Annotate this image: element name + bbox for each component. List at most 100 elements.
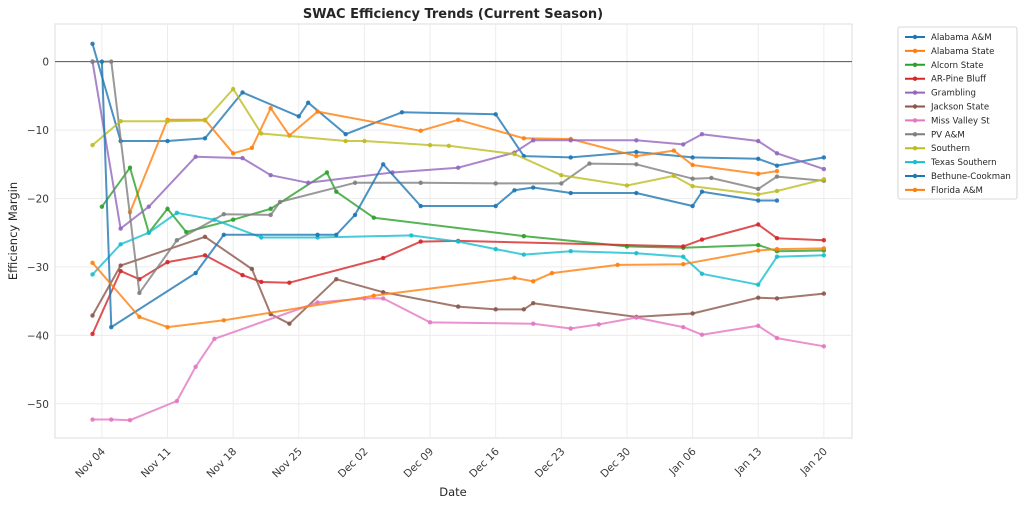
data-point (418, 203, 423, 209)
data-point (774, 163, 780, 168)
series-florida-a-m (90, 246, 827, 330)
y-tick-label: −30 (27, 262, 49, 274)
data-point (165, 118, 170, 124)
data-point (521, 233, 527, 239)
data-point (774, 168, 780, 174)
legend-item: Alcorn State (905, 61, 984, 71)
legend-item: Jackson State (905, 103, 989, 113)
data-point (259, 131, 264, 136)
data-point (756, 198, 761, 203)
data-point (756, 171, 761, 177)
data-point (409, 233, 414, 238)
data-point (774, 335, 780, 341)
data-point (418, 180, 423, 185)
data-point (240, 155, 245, 161)
data-point (634, 315, 639, 320)
data-point (305, 180, 311, 185)
data-point (240, 90, 245, 95)
data-point (756, 248, 761, 253)
data-point (90, 272, 95, 277)
legend-marker (912, 132, 918, 137)
data-point (821, 253, 827, 258)
data-point (90, 417, 95, 422)
data-point (821, 177, 827, 182)
data-point (380, 296, 386, 301)
data-point (380, 162, 386, 167)
data-point (455, 239, 461, 244)
data-point (90, 41, 95, 47)
data-point (774, 296, 780, 301)
chart-title: SWAC Efficiency Trends (Current Season) (303, 7, 603, 22)
data-point (418, 128, 423, 133)
series-line (91, 223, 824, 335)
data-point (690, 162, 695, 168)
series-line (91, 211, 824, 286)
legend-label: Bethune-Cookman (931, 172, 1011, 182)
data-point (756, 295, 761, 300)
data-point (249, 145, 255, 151)
data-point (118, 263, 123, 268)
series-group (90, 41, 827, 423)
series-line (92, 60, 824, 294)
data-point (268, 206, 273, 211)
series-alcorn-state (99, 165, 827, 254)
data-point (99, 59, 105, 64)
data-point (277, 199, 283, 205)
data-point (230, 151, 236, 156)
data-point (230, 86, 236, 92)
series-southern (90, 86, 827, 197)
legend-item: Florida A&M (905, 186, 983, 196)
data-point (249, 266, 255, 272)
data-point (681, 261, 686, 267)
data-point (418, 239, 423, 244)
data-point (212, 217, 217, 222)
data-point (493, 181, 498, 186)
data-point (137, 314, 142, 320)
data-point (690, 183, 695, 189)
data-point (690, 203, 695, 209)
data-point (380, 290, 386, 295)
data-point (634, 149, 639, 155)
data-point (202, 136, 208, 141)
series-line (91, 61, 825, 230)
legend-marker (912, 90, 918, 95)
legend-marker (912, 76, 918, 81)
data-point (296, 114, 301, 119)
legend: Alabama A&M Alabama State Alcorn State AR-P… (897, 26, 1018, 200)
data-point (109, 417, 114, 422)
data-point (699, 237, 705, 242)
data-point (193, 154, 198, 159)
legend-marker (912, 159, 918, 165)
data-point (821, 166, 827, 172)
data-point (362, 138, 367, 144)
data-point (671, 173, 677, 179)
data-point (531, 300, 536, 306)
legend-marker (912, 48, 918, 54)
data-point (118, 118, 123, 124)
y-tick-label: −40 (27, 330, 49, 342)
data-point (212, 336, 217, 341)
data-point (493, 246, 498, 252)
series-texas-southern (90, 210, 827, 287)
data-point (568, 138, 573, 143)
data-point (259, 235, 264, 240)
legend-marker (912, 62, 918, 67)
data-point (202, 253, 208, 258)
legend-marker (912, 34, 918, 40)
y-axis-label: Efficiency Margin (6, 182, 20, 280)
data-point (681, 142, 686, 147)
legend-item: Grambling (905, 89, 976, 99)
data-point (259, 279, 264, 285)
legend-label: Jackson State (930, 103, 989, 113)
y-tick-label: −20 (27, 193, 49, 205)
data-point (240, 272, 245, 278)
data-point (90, 331, 95, 337)
data-point (165, 259, 170, 265)
data-point (221, 232, 226, 237)
data-point (287, 321, 292, 326)
legend-item: Miss Valley St (905, 116, 990, 126)
data-point (690, 176, 695, 181)
data-point (455, 165, 461, 170)
legend-label: Alabama A&M (931, 33, 992, 43)
